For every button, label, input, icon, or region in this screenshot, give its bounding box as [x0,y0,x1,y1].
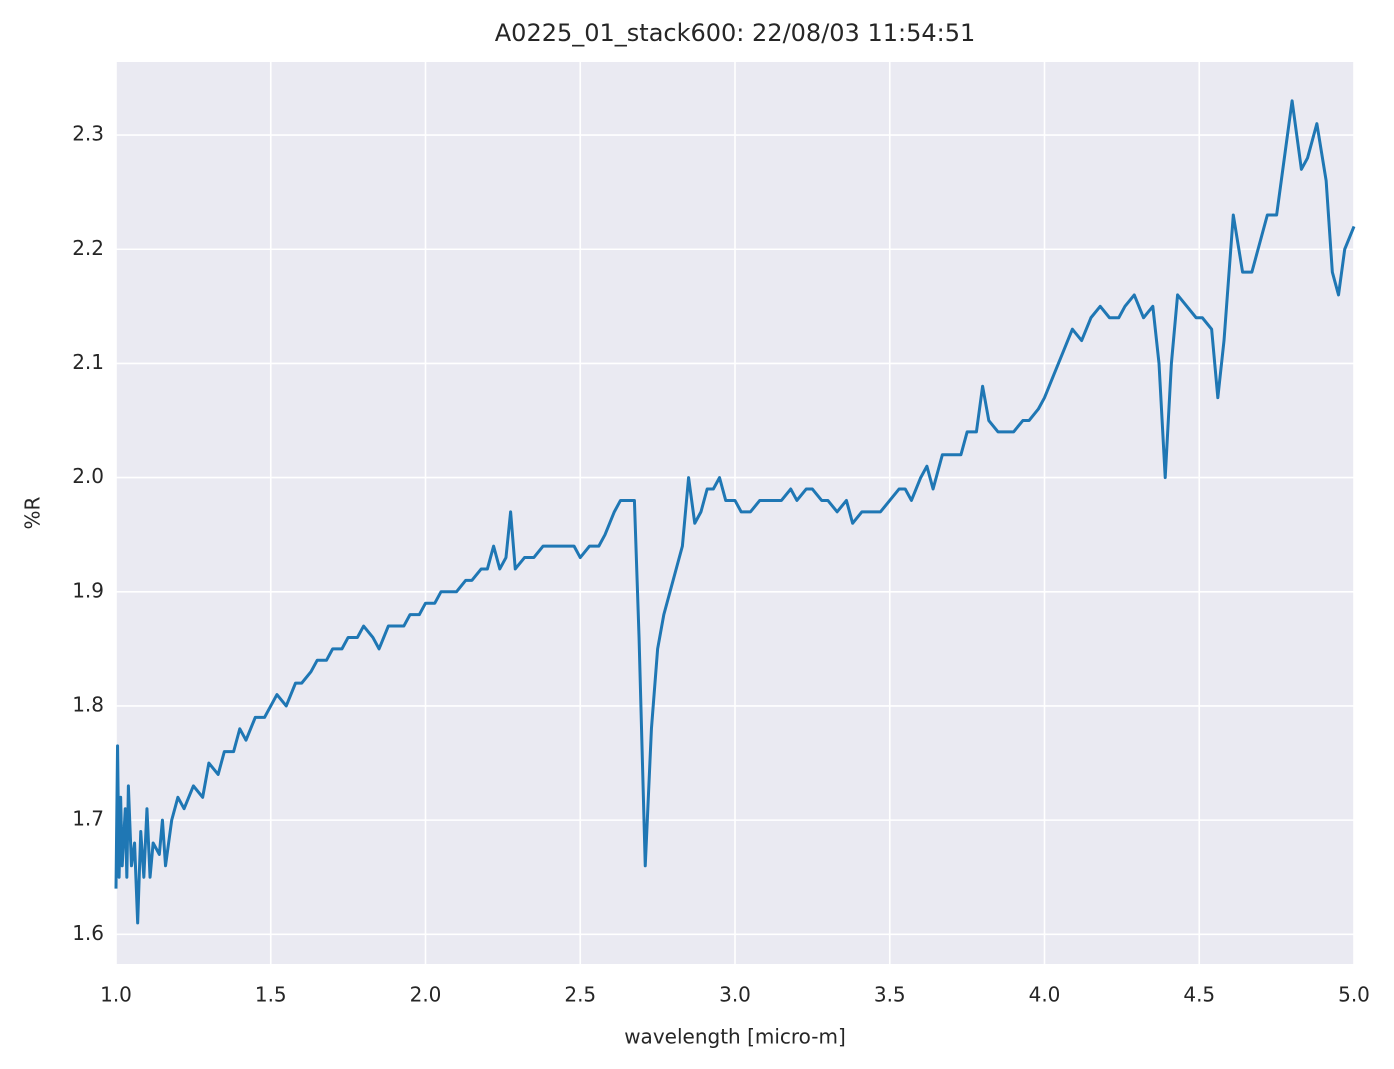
y-tick-label: 2.0 [72,464,104,488]
y-tick-label: 1.9 [72,578,104,602]
y-tick-label: 2.2 [72,236,104,260]
x-axis-label: wavelength [micro-m] [624,1025,846,1049]
x-tick-label: 2.5 [564,983,596,1007]
x-tick-label: 2.0 [410,983,442,1007]
x-tick-label: 5.0 [1338,983,1370,1007]
y-tick-label: 2.1 [72,350,104,374]
data-line [114,99,1356,925]
x-tick-label: 1.5 [255,983,287,1007]
chart-title: A0225_01_stack600: 22/08/03 11:54:51 [495,19,975,47]
x-tick-label: 3.0 [719,983,751,1007]
y-tick-label: 1.8 [72,692,104,716]
y-axis-label: %R [21,496,45,529]
x-tick-label: 3.5 [874,983,906,1007]
y-tick-label: 2.3 [72,122,104,146]
y-tick-label: 1.6 [72,921,104,945]
y-tick-label: 1.7 [72,807,104,831]
x-tick-label: 4.0 [1029,983,1061,1007]
x-tick-label: 4.5 [1183,983,1215,1007]
x-tick-label: 1.0 [100,983,132,1007]
